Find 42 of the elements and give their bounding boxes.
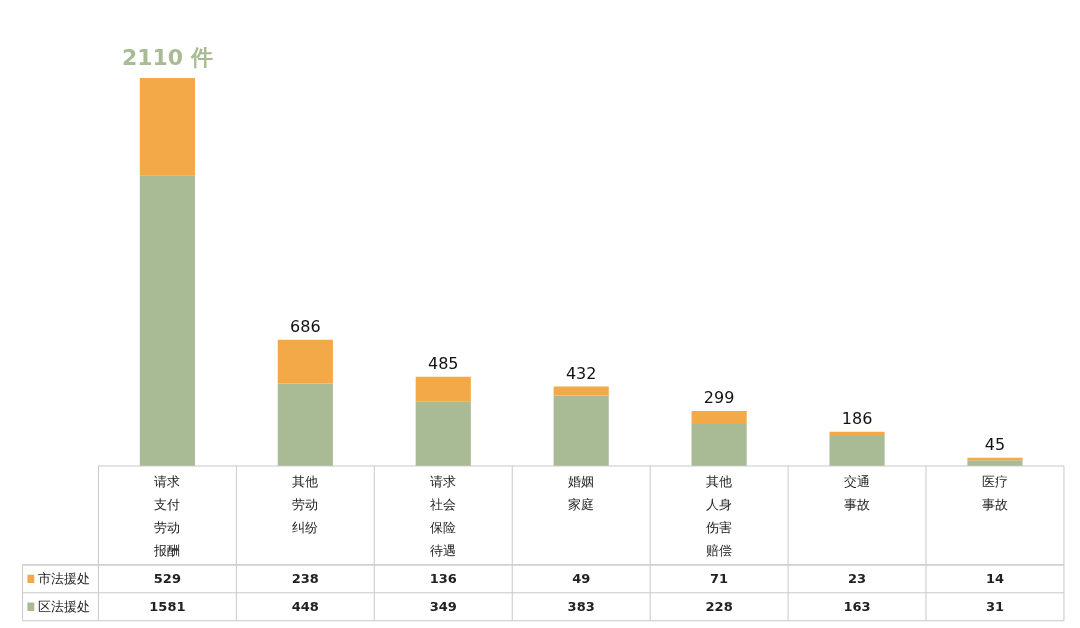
data-label: 163 bbox=[843, 599, 871, 615]
bar bbox=[277, 339, 333, 384]
x-tick-label: 交通事故 bbox=[844, 473, 871, 512]
bar bbox=[277, 383, 333, 466]
data-label: 71 bbox=[710, 571, 729, 587]
data-label: 14 bbox=[985, 571, 1005, 587]
bar bbox=[139, 78, 195, 176]
total-label: 186 bbox=[841, 409, 873, 429]
legend-label: 区法援处 bbox=[37, 599, 90, 615]
x-tick-label: 请求支付劳动报酬 bbox=[153, 473, 181, 559]
total-label: 432 bbox=[565, 363, 597, 383]
bar bbox=[553, 386, 609, 396]
bar bbox=[415, 376, 471, 402]
bar bbox=[415, 401, 471, 466]
data-label: 529 bbox=[153, 571, 181, 587]
bar bbox=[691, 411, 747, 425]
legend-label: 市法援处 bbox=[37, 571, 90, 587]
bar bbox=[829, 436, 885, 466]
x-tick-label: 其他劳动纠纷 bbox=[292, 473, 319, 536]
data-label: 383 bbox=[567, 599, 595, 615]
total-label: 299 bbox=[703, 388, 735, 408]
data-label: 349 bbox=[429, 599, 457, 615]
x-tick-label: 其他人身伤害赔偿 bbox=[706, 473, 733, 559]
total-label: 686 bbox=[290, 317, 321, 337]
total-label: 45 bbox=[984, 434, 1006, 454]
data-label: 23 bbox=[848, 571, 867, 587]
x-tick-label: 婚姻家庭 bbox=[568, 473, 595, 512]
data-label: 49 bbox=[572, 571, 591, 587]
data-label: 238 bbox=[291, 571, 319, 587]
bar bbox=[691, 424, 747, 466]
bar bbox=[829, 431, 885, 437]
data-label: 1581 bbox=[149, 599, 186, 615]
data-label: 31 bbox=[985, 599, 1005, 615]
data-label: 228 bbox=[705, 599, 733, 615]
total-label: 2110 件 bbox=[121, 45, 213, 71]
x-tick-label: 请求社会保险待遇 bbox=[430, 473, 457, 559]
bar bbox=[139, 175, 195, 466]
x-tick-label: 医疗事故 bbox=[981, 473, 1008, 512]
total-label: 485 bbox=[427, 354, 459, 374]
data-label: 448 bbox=[291, 599, 319, 615]
bar bbox=[553, 395, 609, 466]
data-label: 136 bbox=[429, 571, 457, 587]
